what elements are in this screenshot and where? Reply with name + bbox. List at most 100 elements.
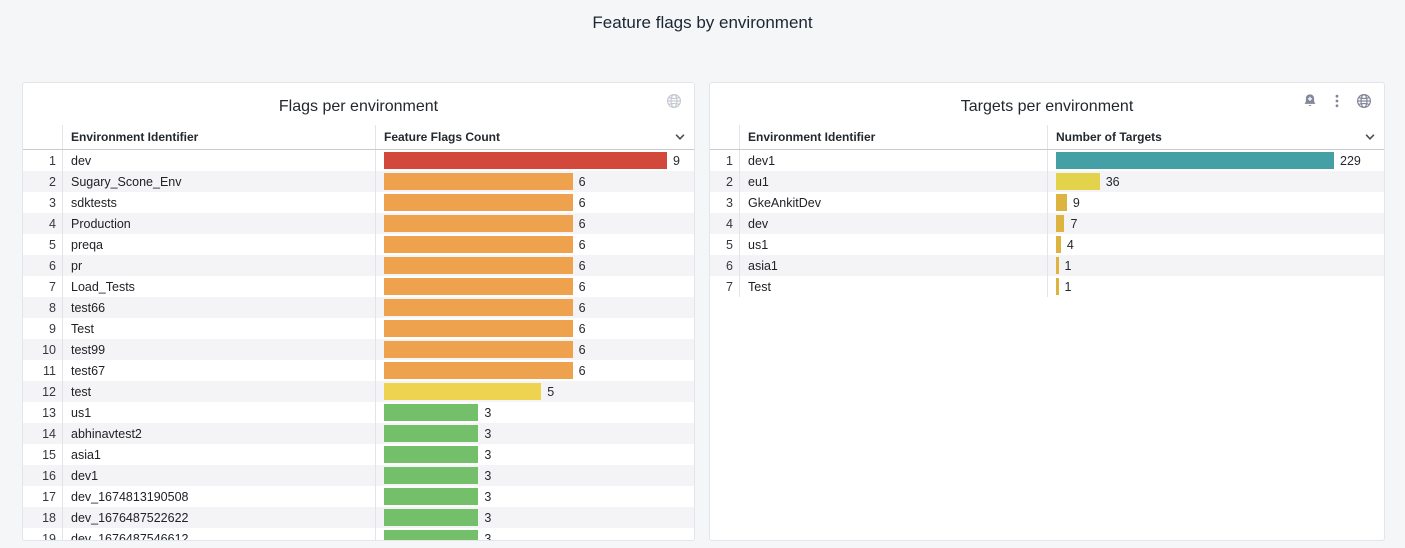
table-row: 5 preqa 6 (23, 234, 694, 255)
bell-plus-icon[interactable] (1302, 93, 1318, 109)
table-row: 12 test 5 (23, 381, 694, 402)
table-row: 2 eu1 36 (710, 171, 1384, 192)
value-label: 36 (1105, 174, 1120, 189)
panel-targets-per-environment: Targets per environment (709, 82, 1385, 541)
environment-name: test67 (63, 360, 376, 381)
value-label: 3 (484, 468, 492, 483)
value-label: 5 (547, 384, 555, 399)
table-row: 5 us1 4 (710, 234, 1384, 255)
row-index: 3 (710, 192, 740, 213)
chevron-down-icon[interactable] (674, 131, 694, 143)
environment-name: dev (63, 150, 376, 171)
value-bar (1056, 257, 1059, 274)
panel-title-flags[interactable]: Flags per environment (278, 98, 439, 115)
value-label: 3 (484, 510, 492, 525)
value-bar (384, 425, 479, 442)
table-row: 6 pr 6 (23, 255, 694, 276)
value-label: 3 (484, 447, 492, 462)
environment-name: asia1 (63, 444, 376, 465)
value-label: 9 (673, 153, 680, 168)
environment-name: eu1 (740, 171, 1048, 192)
row-index: 11 (23, 360, 63, 381)
value-bar (1056, 215, 1065, 232)
row-index: 1 (23, 150, 63, 171)
row-number-column-header (23, 125, 63, 149)
table-row: 16 dev1 3 (23, 465, 694, 486)
table-row: 17 dev_1674813190508 3 (23, 486, 694, 507)
table-row: 3 GkeAnkitDev 9 (710, 192, 1384, 213)
value-label: 6 (578, 258, 586, 273)
row-number-column-header (710, 125, 740, 149)
targets-table-header: Environment Identifier Number of Targets (710, 125, 1384, 150)
environment-name: test99 (63, 339, 376, 360)
globe-icon[interactable] (666, 93, 682, 109)
environment-name: Load_Tests (63, 276, 376, 297)
row-index: 8 (23, 297, 63, 318)
value-label: 9 (1072, 195, 1080, 210)
value-bar (384, 194, 573, 211)
value-label: 3 (484, 531, 492, 541)
environment-name: preqa (63, 234, 376, 255)
value-bar (1056, 194, 1067, 211)
value-label: 6 (578, 216, 586, 231)
row-index: 7 (23, 276, 63, 297)
value-label: 1 (1064, 258, 1072, 273)
row-index: 15 (23, 444, 63, 465)
panels-container: Flags per environment Environment Ide (22, 82, 1385, 541)
value-label: 1 (1064, 279, 1072, 294)
value-label: 6 (578, 363, 586, 378)
environment-name: Test (740, 276, 1048, 297)
column-header-number-of-targets[interactable]: Number of Targets (1056, 130, 1162, 144)
table-row: 7 Load_Tests 6 (23, 276, 694, 297)
environment-name: Production (63, 213, 376, 234)
flags-table: Environment Identifier Feature Flags Cou… (23, 125, 694, 541)
row-index: 6 (23, 255, 63, 276)
row-index: 5 (710, 234, 740, 255)
table-row: 8 test66 6 (23, 297, 694, 318)
globe-icon[interactable] (1356, 93, 1372, 109)
column-header-environment-identifier[interactable]: Environment Identifier (740, 125, 1048, 149)
value-bar (384, 383, 542, 400)
table-row: 4 Production 6 (23, 213, 694, 234)
column-header-environment-identifier[interactable]: Environment Identifier (63, 125, 376, 149)
environment-name: Test (63, 318, 376, 339)
environment-name: asia1 (740, 255, 1048, 276)
environment-name: Sugary_Scone_Env (63, 171, 376, 192)
panel-header: Targets per environment (710, 83, 1384, 125)
value-label: 3 (484, 426, 492, 441)
value-bar (1056, 173, 1100, 190)
value-label: 6 (578, 195, 586, 210)
row-index: 1 (710, 150, 740, 171)
value-bar (384, 341, 573, 358)
kebab-menu-icon[interactable] (1329, 93, 1345, 109)
value-label: 6 (578, 321, 586, 336)
table-row: 14 abhinavtest2 3 (23, 423, 694, 444)
environment-name: dev_1676487522622 (63, 507, 376, 528)
value-bar (384, 362, 573, 379)
value-label: 6 (578, 300, 586, 315)
value-bar (1056, 152, 1334, 169)
value-bar (384, 278, 573, 295)
row-index: 2 (23, 171, 63, 192)
table-row: 1 dev1 229 (710, 150, 1384, 171)
table-row: 10 test99 6 (23, 339, 694, 360)
value-label: 3 (484, 489, 492, 504)
panel-icons (1302, 93, 1372, 109)
table-row: 7 Test 1 (710, 276, 1384, 297)
panel-title-targets[interactable]: Targets per environment (960, 98, 1134, 115)
row-index: 12 (23, 381, 63, 402)
value-bar (384, 320, 573, 337)
table-row: 11 test67 6 (23, 360, 694, 381)
row-index: 16 (23, 465, 63, 486)
table-row: 4 dev 7 (710, 213, 1384, 234)
panel-header: Flags per environment (23, 83, 694, 125)
table-row: 18 dev_1676487522622 3 (23, 507, 694, 528)
environment-name: sdktests (63, 192, 376, 213)
value-bar (384, 152, 667, 169)
value-label: 6 (578, 342, 586, 357)
column-header-feature-flags-count[interactable]: Feature Flags Count (384, 130, 501, 144)
targets-table-body: 1 dev1 229 2 eu1 36 3 GkeAnkitDev 9 4 de… (710, 150, 1384, 297)
environment-name: dev1 (740, 150, 1048, 171)
chevron-down-icon[interactable] (1364, 131, 1384, 143)
